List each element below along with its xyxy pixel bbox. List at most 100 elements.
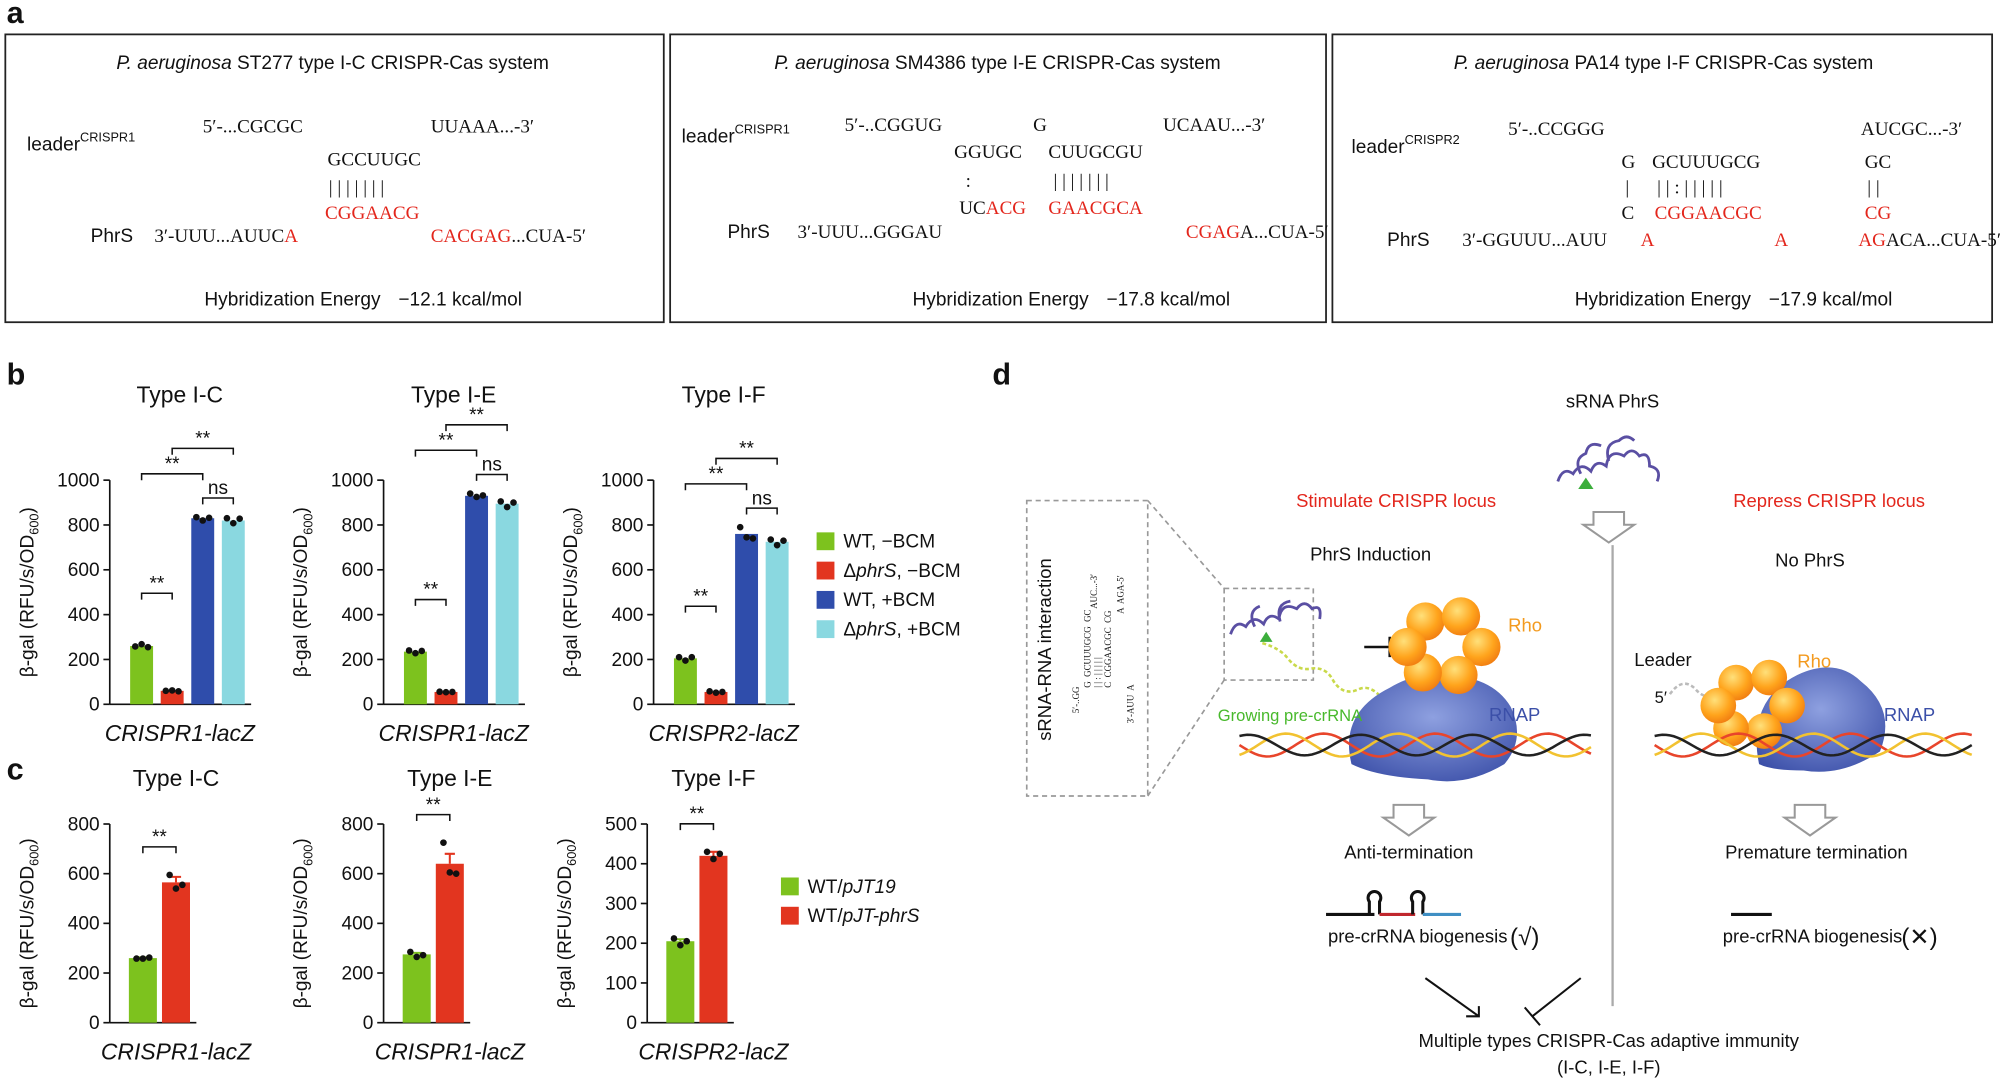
energy-value: −17.8 kcal/mol <box>1106 290 1230 311</box>
y-tick-label: 0 <box>363 695 374 716</box>
sequence: AGACA...CUA-5′ <box>1858 230 2000 251</box>
energy-label: Hybridization Energy <box>204 290 381 311</box>
leader: leader <box>1352 137 1406 158</box>
sequence: 5′-..CCGGG <box>1508 119 1605 140</box>
sequence-part: C <box>1622 203 1635 224</box>
bar <box>402 954 431 1023</box>
sequence-part: A <box>1774 230 1788 251</box>
significance-bracket <box>445 424 508 432</box>
y-tick-label: 800 <box>612 515 644 536</box>
panel-label: a <box>7 0 25 30</box>
significance-label: ** <box>709 464 724 485</box>
significance-label: ns <box>208 478 228 499</box>
significance-label: ** <box>152 827 167 848</box>
sequence: CUUGCGU <box>1048 142 1143 163</box>
label: Leader <box>1634 649 1691 670</box>
sequence: CGGAACGC <box>1655 203 1762 224</box>
y-tick-label: 600 <box>342 560 374 581</box>
data-point <box>675 653 683 661</box>
zoom-box <box>1223 587 1315 681</box>
label: Stimulate CRISPR locus <box>1296 490 1496 511</box>
data-point <box>677 941 684 949</box>
y-label-end: ) <box>291 838 312 844</box>
x-axis-label: CRISPR1-lacZ <box>375 1039 526 1065</box>
sequence: GCUUUGCG <box>1652 152 1760 173</box>
seq: | | : | | | | | <box>1093 657 1103 688</box>
y-tick-label: 200 <box>605 934 637 955</box>
data-point <box>479 492 487 499</box>
y-tick-label: 200 <box>68 650 100 671</box>
significance-label: ** <box>423 580 438 601</box>
significance-bracket <box>171 447 235 455</box>
pre-crrna <box>1262 641 1386 703</box>
sequence-part: 5′-..CGGUG <box>845 115 943 136</box>
y-tick-label: 200 <box>342 650 374 671</box>
data-point <box>413 953 421 961</box>
seed-region <box>1578 477 1594 490</box>
energy-label: Hybridization Energy <box>1575 290 1752 311</box>
y-tick-label: 0 <box>89 695 100 716</box>
legend-text: , −BCM <box>896 561 960 582</box>
y-tick-label: 600 <box>342 864 374 885</box>
sequence-part: 3′-GGUUU...AUU <box>1462 230 1607 251</box>
sequence-part: G <box>1033 115 1047 136</box>
x-axis-label: CRISPR1-lacZ <box>105 720 256 746</box>
y-tick-label: 500 <box>605 814 637 835</box>
data-point <box>716 850 724 858</box>
y-tick-label: 0 <box>363 1013 374 1034</box>
label: 5′ <box>1655 688 1667 707</box>
y-label-end: ) <box>17 507 38 513</box>
legend-text: WT/ <box>808 906 844 927</box>
significance-bracket <box>415 813 451 821</box>
sequence: | | <box>1867 178 1879 199</box>
label: Multiple types CRISPR-Cas adaptive immun… <box>1419 1030 1800 1051</box>
y-label-sub: 600 <box>300 514 315 535</box>
legend-swatch <box>816 561 835 580</box>
label: No PhrS <box>1775 550 1845 571</box>
bar <box>191 518 215 705</box>
y-tick-label: 1000 <box>57 471 99 492</box>
label: Premature termination <box>1725 841 1908 862</box>
significance-label: ns <box>752 488 772 509</box>
data-point <box>175 687 182 695</box>
sequence-part: ACG <box>986 198 1027 219</box>
data-point <box>767 536 775 543</box>
label: pre-crRNA biogenesis <box>1328 925 1508 946</box>
inset-sequence: 5′-..GG G GCUUUGCG GC | | : | | | | | C … <box>1071 574 1136 724</box>
data-point <box>736 523 744 531</box>
legend-swatch <box>816 620 835 639</box>
sequence-part: | <box>1625 178 1629 199</box>
energy: Hybridization Energy −17.9 kcal/mol <box>1575 290 1893 311</box>
legend-italic: phrS <box>855 620 897 641</box>
sequence-part: | | <box>1867 178 1879 199</box>
sequence-part: GGUGC <box>954 142 1022 163</box>
y-tick-label: 0 <box>89 1013 100 1034</box>
chart-title: Type I-F <box>682 381 766 407</box>
leader-sup: CRISPR1 <box>735 122 790 137</box>
data-point <box>145 954 153 961</box>
data-point <box>719 688 726 696</box>
sequence: GAACGCA <box>1048 198 1143 219</box>
significance-label: ** <box>165 454 180 475</box>
sequence: | | | | | | | <box>329 178 384 199</box>
bar <box>435 863 464 1023</box>
sequence: 3′-GGUUU...AUU <box>1462 230 1607 251</box>
legend-swatch <box>780 877 799 896</box>
inset-title: sRNA-RNA interaction <box>1034 558 1055 741</box>
data-point <box>199 517 207 524</box>
data-point <box>436 688 443 696</box>
sequence-part: UUAAA...-3′ <box>431 116 534 137</box>
legend-swatch <box>816 532 835 551</box>
sequence: G <box>1033 115 1047 136</box>
significance-label: ** <box>689 804 704 825</box>
bar <box>735 533 759 705</box>
data-point <box>780 537 787 544</box>
inhibition <box>1523 977 1582 1026</box>
energy-label: Hybridization Energy <box>912 290 1089 311</box>
sequence: UCAAU...-3′ <box>1163 115 1265 136</box>
data-point <box>205 514 213 522</box>
pre-crrna-symbol <box>1326 890 1462 916</box>
data-point <box>773 541 781 549</box>
data-point <box>166 871 173 879</box>
arrow <box>1781 803 1839 837</box>
